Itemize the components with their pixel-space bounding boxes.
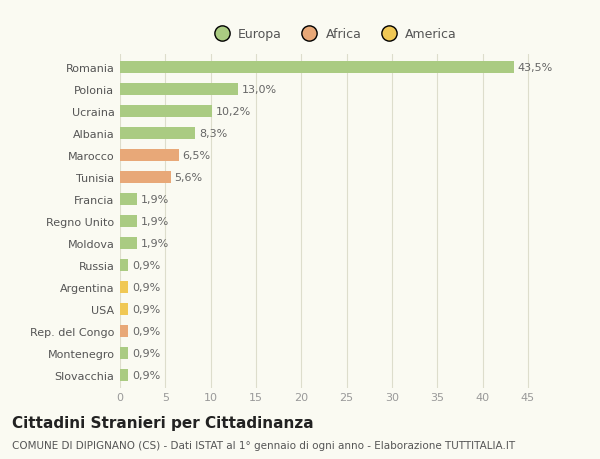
Text: COMUNE DI DIPIGNANO (CS) - Dati ISTAT al 1° gennaio di ogni anno - Elaborazione : COMUNE DI DIPIGNANO (CS) - Dati ISTAT al… bbox=[12, 440, 515, 450]
Bar bbox=[120, 303, 128, 315]
Text: 0,9%: 0,9% bbox=[132, 326, 160, 336]
Text: 8,3%: 8,3% bbox=[199, 129, 227, 139]
Bar bbox=[120, 259, 128, 271]
Bar bbox=[120, 106, 212, 118]
Text: 6,5%: 6,5% bbox=[182, 151, 211, 161]
Bar bbox=[120, 172, 171, 184]
Bar bbox=[120, 325, 128, 337]
Text: 5,6%: 5,6% bbox=[175, 173, 203, 183]
Bar bbox=[120, 128, 195, 140]
Bar bbox=[120, 347, 128, 359]
Text: 0,9%: 0,9% bbox=[132, 260, 160, 270]
Text: 43,5%: 43,5% bbox=[518, 63, 553, 73]
Text: 0,9%: 0,9% bbox=[132, 348, 160, 358]
Text: 13,0%: 13,0% bbox=[241, 85, 277, 95]
Bar bbox=[120, 281, 128, 293]
Bar bbox=[120, 84, 238, 96]
Text: Cittadini Stranieri per Cittadinanza: Cittadini Stranieri per Cittadinanza bbox=[12, 415, 314, 431]
Bar bbox=[120, 215, 137, 228]
Text: 10,2%: 10,2% bbox=[216, 107, 251, 117]
Text: 1,9%: 1,9% bbox=[141, 238, 169, 248]
Bar bbox=[120, 62, 514, 74]
Bar bbox=[120, 237, 137, 249]
Text: 0,9%: 0,9% bbox=[132, 282, 160, 292]
Bar bbox=[120, 150, 179, 162]
Bar bbox=[120, 369, 128, 381]
Bar bbox=[120, 194, 137, 206]
Text: 0,9%: 0,9% bbox=[132, 304, 160, 314]
Text: 0,9%: 0,9% bbox=[132, 370, 160, 380]
Text: 1,9%: 1,9% bbox=[141, 195, 169, 205]
Text: 1,9%: 1,9% bbox=[141, 217, 169, 226]
Legend: Europa, Africa, America: Europa, Africa, America bbox=[209, 28, 457, 41]
